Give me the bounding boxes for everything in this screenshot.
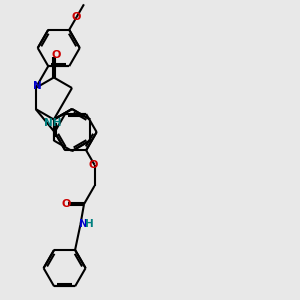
Text: O: O <box>89 160 98 170</box>
Text: H: H <box>85 219 94 229</box>
Text: O: O <box>72 12 81 22</box>
Text: O: O <box>51 50 61 61</box>
Text: N: N <box>33 81 42 91</box>
Text: N: N <box>79 219 88 229</box>
Text: O: O <box>61 199 71 209</box>
Text: NH: NH <box>44 118 61 128</box>
